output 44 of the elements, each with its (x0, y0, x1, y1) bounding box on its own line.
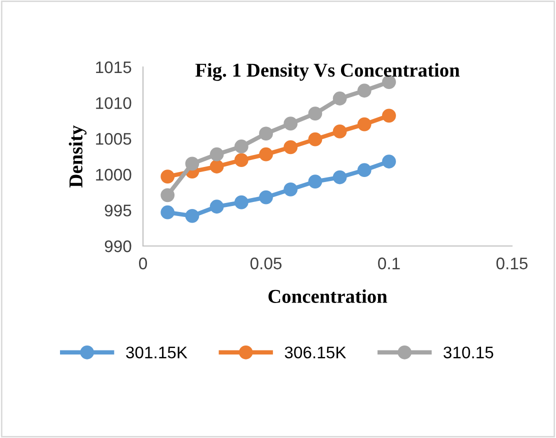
y-tick-label: 990 (104, 240, 132, 252)
point (284, 140, 298, 154)
legend-label: 301.15K (126, 346, 188, 358)
x-tick-label: 0.15 (496, 258, 528, 270)
point (357, 84, 372, 98)
x-tick-label: 0.05 (250, 258, 282, 270)
y-tick-label: 1015 (96, 61, 132, 74)
point (210, 147, 224, 162)
point (210, 200, 224, 214)
point (259, 147, 273, 162)
y-tick-label: 995 (104, 204, 132, 216)
point (357, 117, 372, 132)
chart-title: Fig. 1 Density Vs Concentration (195, 63, 460, 81)
x-axis-title: Concentration (268, 289, 388, 303)
x-tick-label: 0 (139, 258, 147, 270)
point (185, 156, 200, 171)
point (382, 108, 396, 123)
point (160, 205, 175, 220)
point (382, 154, 396, 168)
point (160, 170, 175, 184)
legend-label: 310.15 (444, 346, 494, 358)
y-tick-label: 1000 (96, 168, 132, 181)
point (234, 195, 248, 210)
point (259, 126, 273, 141)
point (210, 160, 224, 174)
y-axis-title: Density (68, 125, 86, 188)
point (332, 92, 347, 106)
point (234, 140, 248, 154)
point (160, 188, 175, 202)
point (284, 182, 298, 196)
point (308, 132, 322, 146)
point (185, 208, 200, 223)
point (308, 174, 322, 189)
y-tick-label: 1010 (96, 97, 132, 110)
point (259, 190, 273, 204)
x-tick-label: 0.1 (378, 258, 400, 270)
legend-label: 306.15K (284, 346, 346, 358)
point (357, 163, 372, 178)
point (308, 106, 322, 120)
point (234, 153, 248, 168)
point (284, 116, 298, 131)
point (332, 170, 347, 184)
y-tick-label: 1005 (96, 133, 132, 145)
point (332, 124, 347, 138)
